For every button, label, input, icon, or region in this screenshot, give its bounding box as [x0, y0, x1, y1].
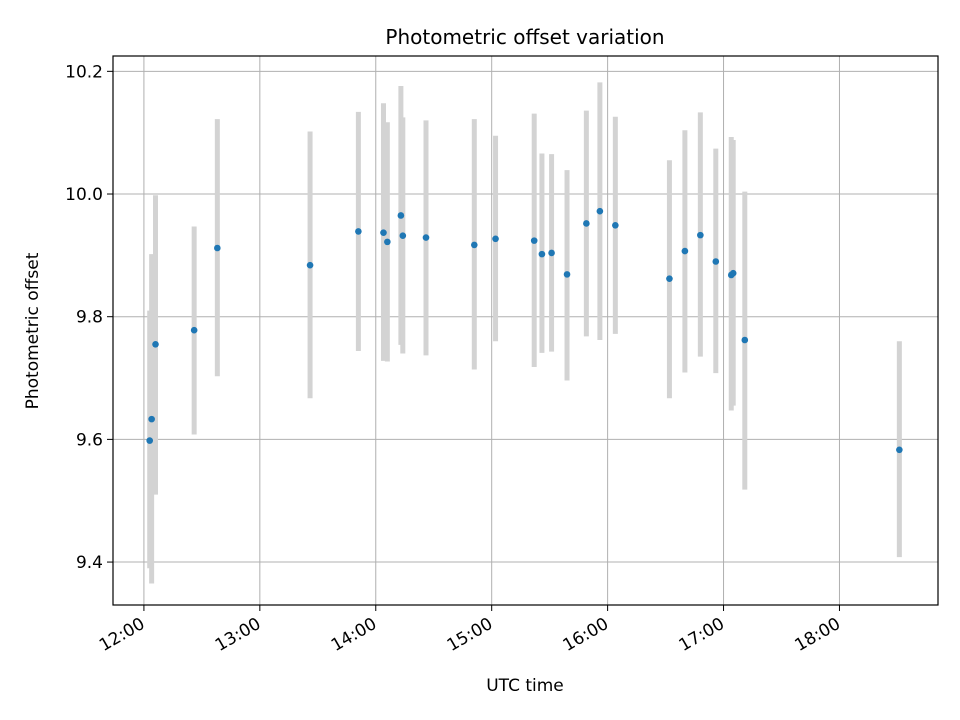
data-point [214, 244, 221, 252]
plot-frame [112, 55, 939, 606]
y-tick-label: 10.2 [65, 62, 103, 82]
data-point [741, 336, 749, 344]
x-tick-label: 13:00 [212, 614, 264, 656]
data-point [896, 446, 903, 454]
data-point [397, 212, 405, 219]
data-point [492, 235, 499, 243]
data-point [306, 261, 314, 269]
data-point [146, 437, 154, 444]
data-point [563, 271, 571, 278]
y-axis-ticks: 9.4 9.6 9.8 10.0 10.2 [65, 62, 113, 573]
x-tick-label: 16:00 [560, 614, 612, 656]
data-point [548, 249, 555, 257]
x-tick-label: 14:00 [328, 614, 380, 656]
y-tick-label: 10.0 [65, 185, 103, 205]
data-point [422, 234, 430, 241]
chart-title: Photometric offset variation [385, 25, 664, 49]
data-point [681, 247, 689, 255]
data-point [399, 232, 407, 240]
grid-lines [113, 56, 938, 605]
data-point [666, 275, 673, 282]
x-axis-ticks: 12:00 13:00 14:00 15:00 16:00 17:00 18:00 [96, 605, 844, 656]
data-point [538, 250, 546, 258]
data-point [712, 258, 720, 265]
data-points [146, 207, 903, 454]
data-point [190, 326, 198, 334]
x-tick-label: 12:00 [96, 614, 148, 656]
data-point [384, 238, 391, 246]
error-bars [147, 82, 902, 584]
data-point [152, 341, 159, 348]
y-tick-label: 9.8 [76, 308, 103, 328]
x-tick-label: 15:00 [444, 614, 496, 656]
y-tick-label: 9.4 [76, 553, 103, 573]
data-point [380, 229, 387, 236]
y-axis-label: Photometric offset [23, 252, 43, 409]
data-point [583, 220, 590, 227]
x-axis-label: UTC time [486, 676, 564, 696]
x-tick-label: 17:00 [676, 614, 728, 656]
x-tick-label: 18:00 [792, 614, 844, 656]
data-point [729, 269, 737, 277]
data-point [612, 222, 619, 229]
data-point [470, 241, 478, 249]
data-point [697, 231, 704, 239]
y-tick-label: 9.6 [76, 430, 103, 450]
data-point [355, 228, 362, 235]
data-point [530, 237, 538, 244]
data-point [148, 415, 155, 423]
data-point [596, 207, 604, 215]
